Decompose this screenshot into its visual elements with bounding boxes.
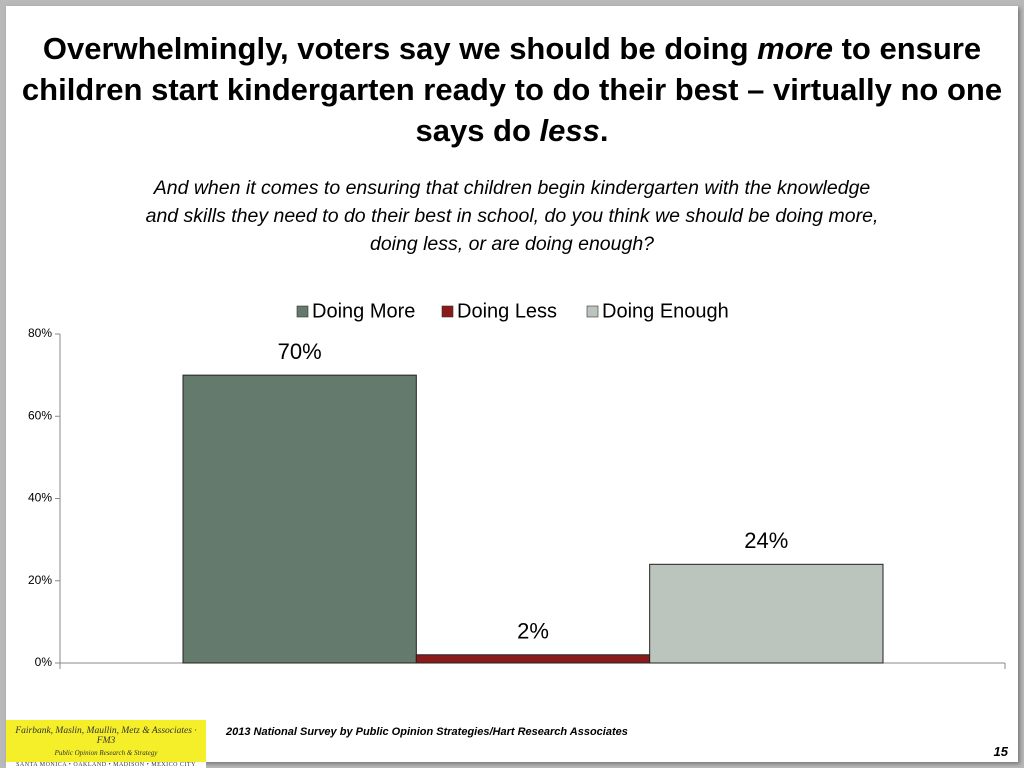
y-tick-label: 40% [28, 491, 52, 505]
legend-label: Doing More [312, 300, 415, 322]
page-number: 15 [993, 744, 1008, 759]
y-tick-label: 60% [28, 408, 52, 422]
title-part: . [599, 113, 609, 148]
legend-swatch [296, 305, 309, 318]
subtitle: And when it comes to ensuring that child… [145, 177, 879, 255]
y-tick-label: 80% [28, 326, 52, 340]
title: Overwhelmingly, voters say we should be … [16, 28, 1008, 151]
value-label: 2% [517, 619, 549, 644]
chart: 0% 20% 40% 60% 80% Doing More Doing Less Doing … [28, 300, 1006, 669]
value-label: 70% [278, 339, 322, 364]
logo-name: Fairbank, Maslin, Maullin, Metz & Associ… [15, 726, 197, 746]
y-tick-label: 0% [35, 655, 53, 669]
bar [182, 374, 417, 664]
y-tick-label: 20% [28, 573, 52, 587]
title-part: more [757, 31, 833, 66]
bar [649, 563, 884, 664]
logo: Fairbank, Maslin, Maullin, Metz & Associ… [6, 720, 206, 768]
title-part: to ensure children start kindergarten re… [21, 31, 1003, 148]
value-label: 24% [744, 528, 788, 553]
source: 2013 National Survey by Public Opinion S… [226, 726, 628, 738]
bar [415, 654, 651, 664]
title-part: less [539, 113, 600, 148]
title-part: Overwhelmingly, voters say we should be … [42, 31, 758, 66]
legend-swatch [586, 305, 599, 318]
logo-cities: SANTA MONICA • OAKLAND • MADISON • MEXIC… [6, 762, 206, 768]
legend-label: Doing Less [457, 300, 557, 322]
legend-swatch [441, 305, 454, 318]
legend-label: Doing Enough [602, 300, 729, 322]
logo-tagline: Public Opinion Research & Strategy [54, 749, 158, 757]
slide: Overwhelmingly, voters say we should be … [6, 6, 1018, 768]
